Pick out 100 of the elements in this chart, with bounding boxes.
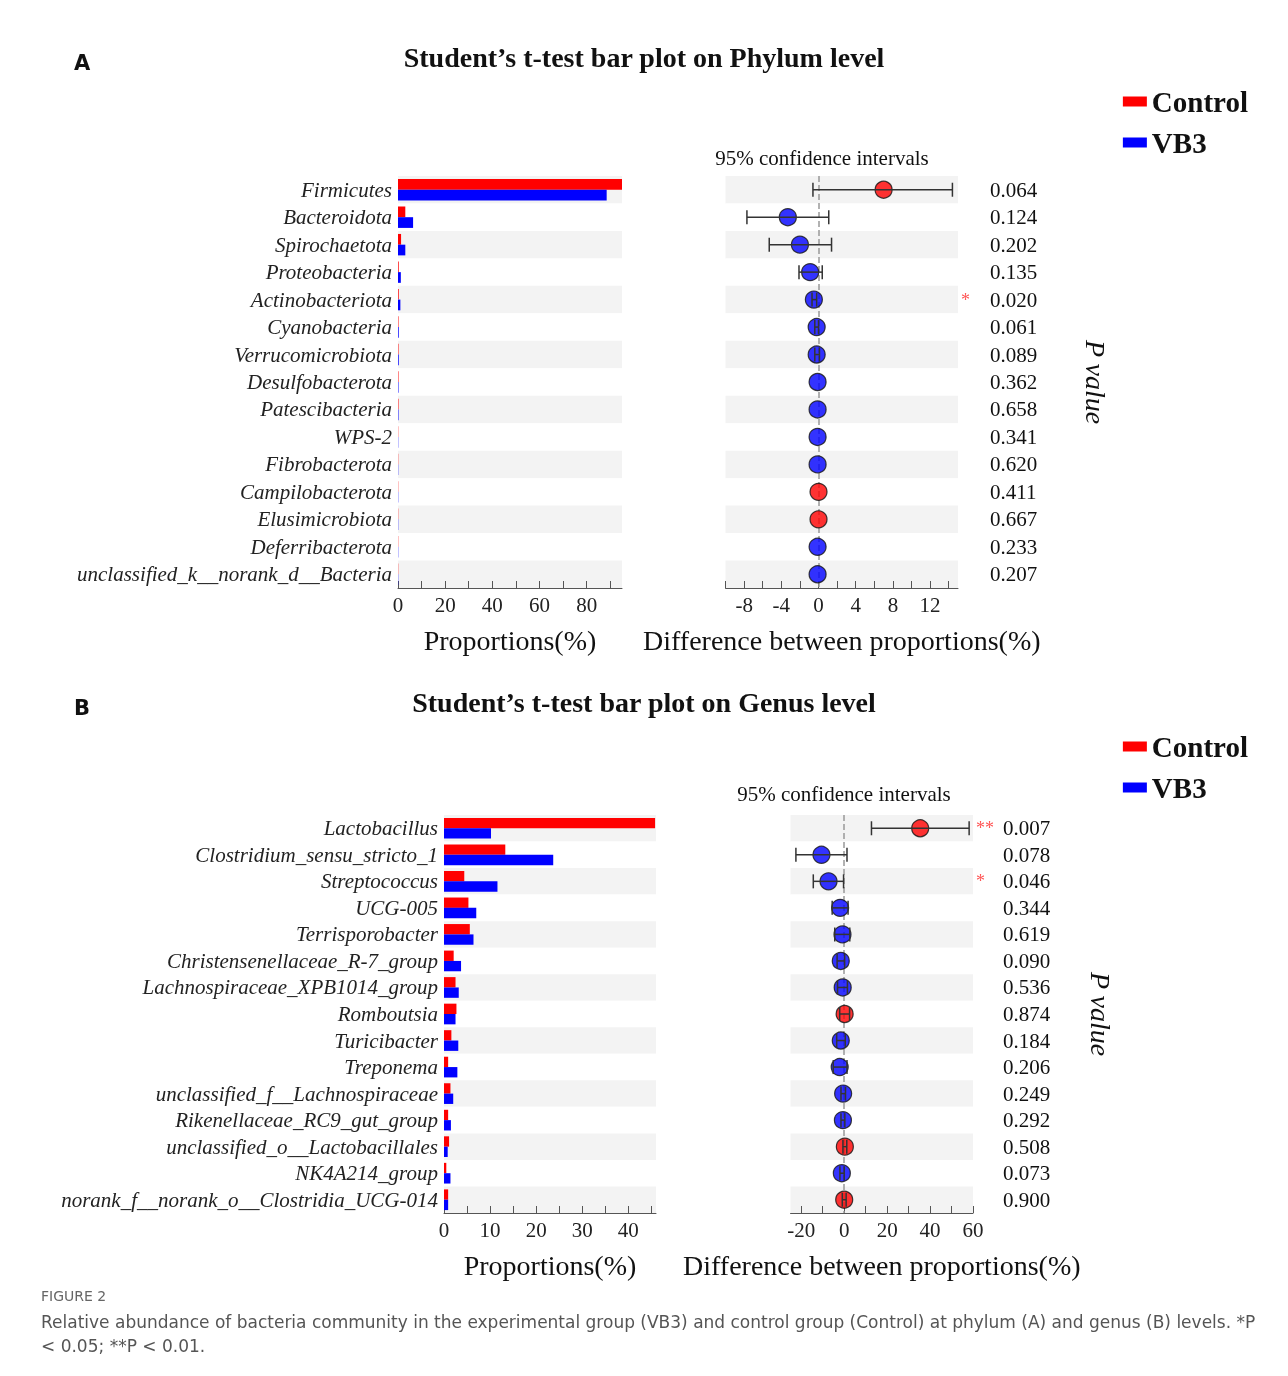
point (808, 372, 827, 392)
x-tick-label: 20 (434, 592, 456, 617)
text: 0.078 (1003, 842, 1051, 867)
y-tick-label: Verrucomicrobiota (234, 342, 392, 367)
text: 0.089 (990, 342, 1038, 367)
text: 0.020 (990, 287, 1038, 312)
text: B (74, 695, 91, 720)
y-tick-label: Fibrobacterota (264, 452, 392, 477)
y-tick-label: Cyanobacteria (267, 315, 392, 340)
x-tick-label: -20 (787, 1217, 816, 1242)
text: 0.658 (990, 397, 1038, 422)
y-tick-label: Firmicutes (300, 177, 392, 202)
bar (444, 1109, 449, 1121)
y-tick-label: Streptococcus (320, 869, 438, 894)
bar (444, 1189, 449, 1200)
point (808, 400, 827, 419)
text: 0.874 (1003, 1002, 1051, 1026)
x-axis-title: Proportions(%) (423, 624, 597, 656)
text: 0.007 (1003, 816, 1051, 841)
text: 0.362 (990, 370, 1038, 394)
point (809, 482, 828, 501)
text: 0.202 (990, 232, 1038, 257)
legend-label: Control (1151, 730, 1249, 763)
text: * (976, 871, 985, 892)
bar (444, 987, 459, 998)
y-tick-label: Actinobacteriota (248, 287, 392, 312)
bar (398, 244, 406, 256)
x-tick-label: -4 (772, 592, 791, 617)
x-tick-label: 0 (838, 1217, 850, 1242)
caption: FIGURE 2 (41, 1288, 108, 1304)
x-axis-title: Proportions(%) (463, 1249, 637, 1281)
bar (444, 881, 498, 892)
text: 0.061 (990, 315, 1038, 340)
y-tick-label: Patescibacteria (259, 397, 392, 422)
y-tick-label: unclassified_f__Lachnospiraceae (155, 1081, 438, 1106)
bar (444, 1014, 456, 1025)
chart-subtitle: 95% confidence intervals (715, 145, 929, 170)
text: 0.620 (990, 452, 1038, 477)
bar (444, 854, 554, 866)
text: 0.900 (1003, 1187, 1051, 1212)
x-tick-label: 20 (525, 1217, 547, 1242)
bar (444, 1093, 454, 1104)
text: ** (976, 818, 994, 839)
text: 0.344 (1003, 895, 1051, 920)
text: 0.207 (990, 562, 1038, 587)
bar (444, 934, 474, 945)
bar (444, 1030, 452, 1041)
point (808, 537, 827, 556)
text: 0.536 (1003, 975, 1051, 1000)
y-tick-label: unclassified_o__Lactobacillales (166, 1134, 438, 1159)
y-tick-label: Bacteroidota (283, 205, 392, 230)
y-tick-label: Romboutsia (336, 1002, 438, 1026)
x-tick-label: 60 (528, 592, 550, 617)
y-tick-label: Lactobacillus (322, 816, 438, 841)
y-tick-label: WPS-2 (333, 424, 393, 449)
bar (444, 907, 477, 919)
y-tick-label: norank_f__norank_o__Clostridia_UCG-014 (61, 1187, 439, 1212)
y-tick-label: Rikenellaceae_RC9_gut_group (174, 1108, 438, 1133)
y-tick-label: Campilobacterota (239, 479, 392, 504)
text: 0.184 (1003, 1028, 1051, 1053)
y-tick-label: Deferribacterota (249, 534, 392, 559)
chart-title: Student’s t-test bar plot on Phylum level (403, 41, 885, 73)
text: A (74, 50, 91, 75)
x-tick-label: 30 (571, 1217, 593, 1242)
y-tick-label: Turicibacter (334, 1028, 439, 1053)
text: * (961, 289, 970, 310)
bar (398, 233, 402, 245)
x-tick-label: 10 (479, 1217, 501, 1242)
bar (444, 924, 470, 935)
text: 0.411 (990, 479, 1037, 504)
y-tick-label: Spirochaetota (274, 232, 392, 257)
y-tick-label: NK4A214_group (294, 1161, 438, 1186)
x-tick-label: 80 (576, 592, 598, 617)
text: 0.292 (1003, 1108, 1051, 1133)
text: 0.249 (1003, 1081, 1051, 1106)
bar (398, 206, 406, 218)
point (874, 180, 893, 199)
bar (444, 960, 462, 972)
chart-title: Student’s t-test bar plot on Genus level (412, 686, 876, 718)
bar (444, 828, 492, 839)
chart-subtitle: 95% confidence intervals (737, 781, 951, 806)
bar (444, 1003, 457, 1014)
x-tick-label: 40 (617, 1217, 639, 1242)
y-tick-label: UCG-005 (355, 895, 438, 920)
text: 0.341 (990, 424, 1038, 449)
point (808, 565, 827, 584)
x-tick-label: -8 (735, 592, 753, 617)
point (819, 872, 838, 891)
bar (444, 1120, 451, 1131)
x-tick-label: 0 (438, 1217, 450, 1242)
text: 0.233 (990, 534, 1038, 559)
y-tick-label: Terrisporobacter (296, 922, 439, 947)
x-tick-label: 12 (919, 592, 941, 617)
bar (444, 1173, 451, 1184)
bar (444, 1083, 451, 1094)
bar (444, 897, 469, 908)
point (808, 455, 827, 474)
y-tick-label: Desulfobacterota (245, 370, 392, 394)
y-tick-label: Treponema (344, 1055, 438, 1080)
y-tick-label: Christensenellaceae_R-7_group (166, 948, 438, 973)
